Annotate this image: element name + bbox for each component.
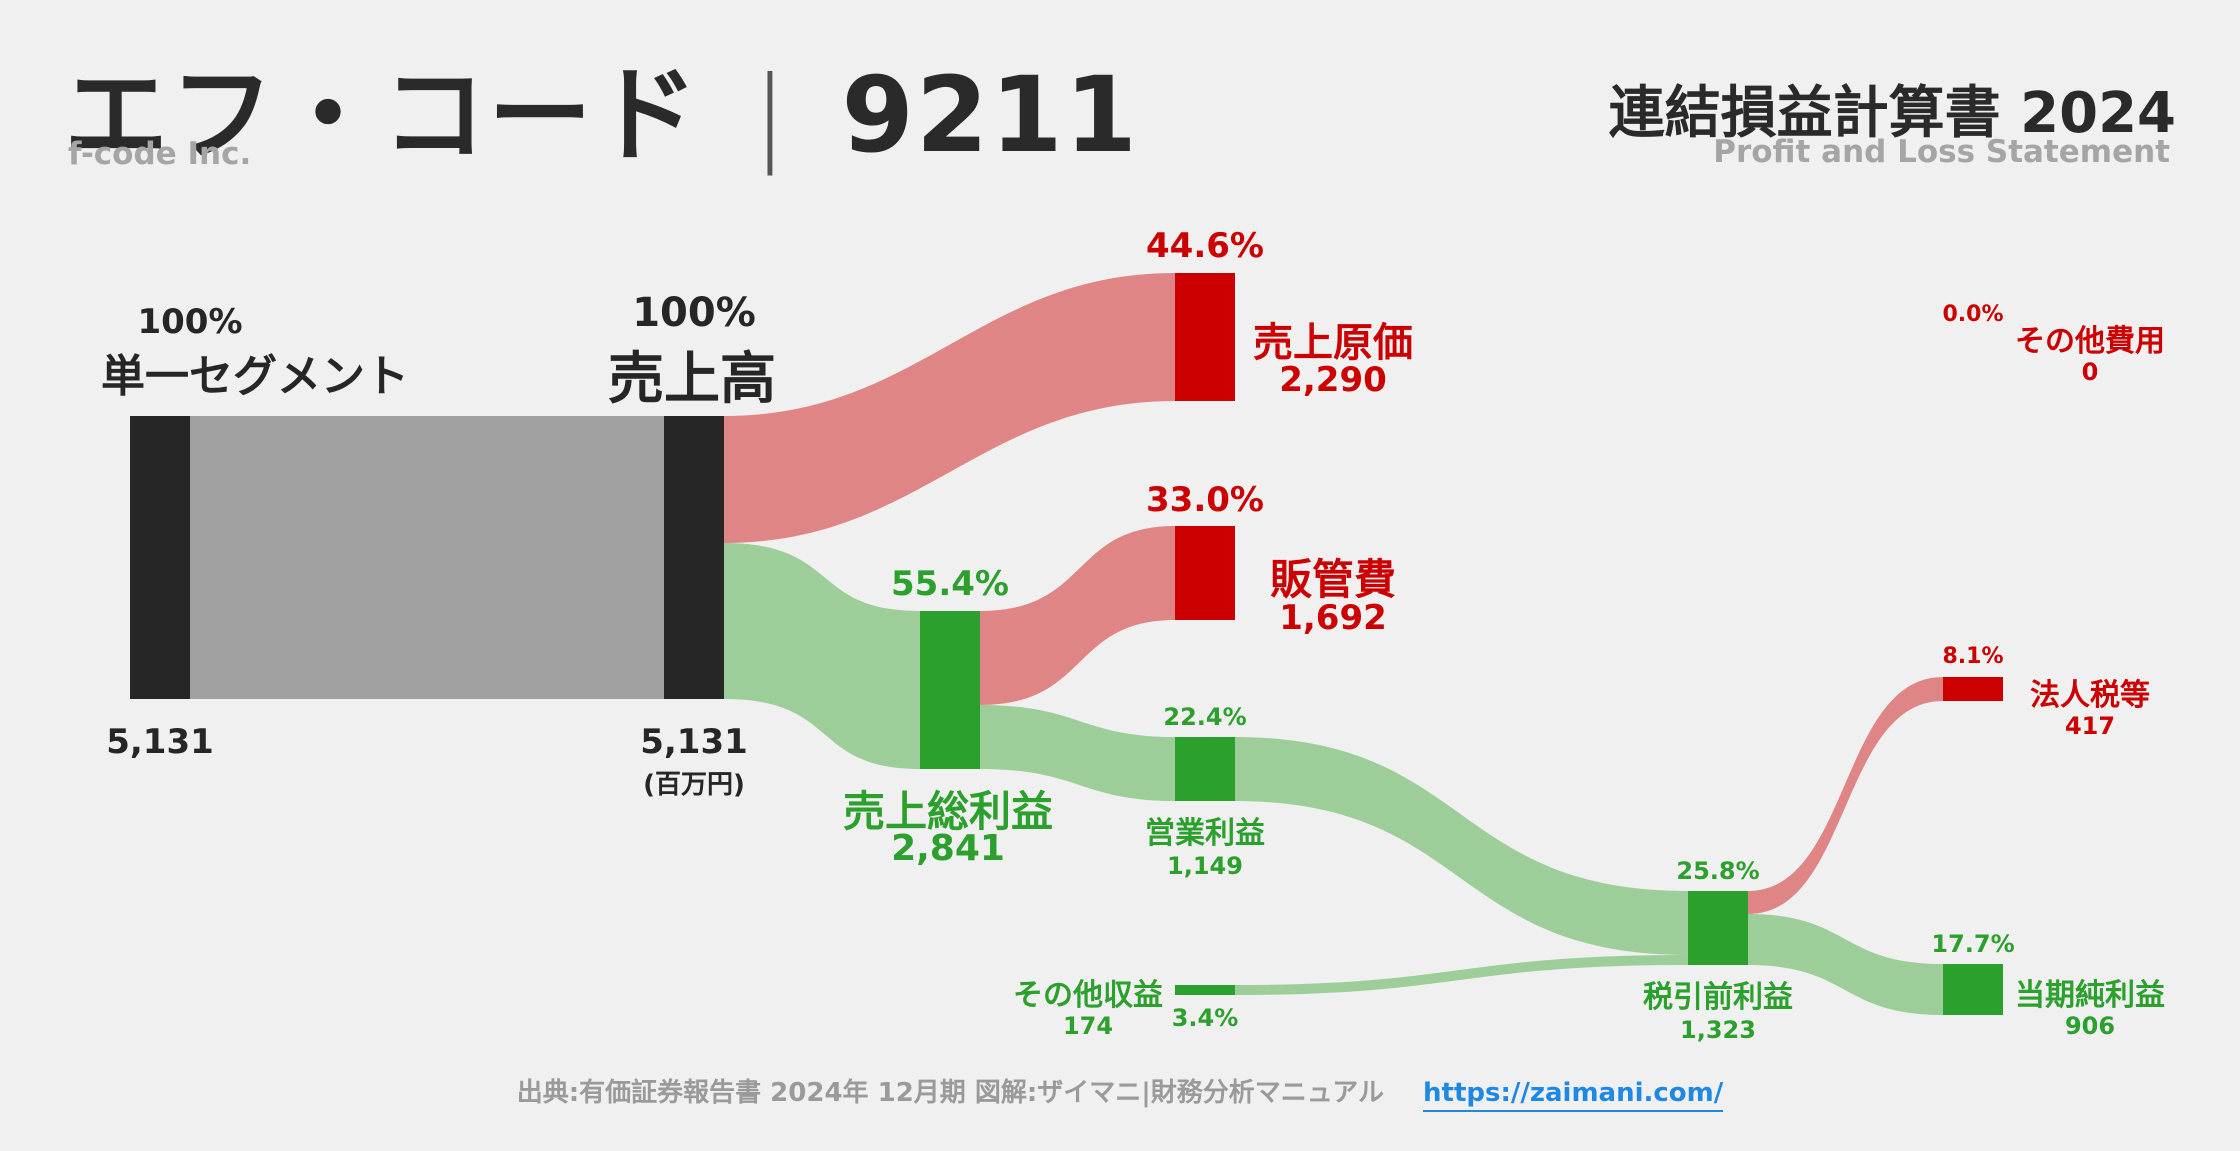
footer: 出典:有価証券報告書 2024年 12月期 図解:ザイマニ|財務分析マニュアル … xyxy=(0,1072,2240,1112)
footer-source: 出典:有価証券報告書 2024年 12月期 図解:ザイマニ|財務分析マニュアル xyxy=(516,1078,1384,1108)
flow-revenue-to-gross-profit xyxy=(724,543,920,769)
node-gross-profit xyxy=(920,611,980,769)
net-income-value: 906 xyxy=(2064,1012,2116,1040)
flow-gross-profit-to-operating-profit xyxy=(980,705,1175,801)
company-title: エフ・コード | 9211 xyxy=(64,30,1139,181)
revenue-label: 売上高 xyxy=(608,347,776,412)
segment-pct: 100% xyxy=(137,302,243,342)
other-income-value: 174 xyxy=(1062,1012,1114,1040)
gross-profit-value: 2,841 xyxy=(891,828,1005,869)
statement-title: 連結損益計算書 2024 xyxy=(1608,81,2176,146)
income-tax-label: 法人税等 xyxy=(2030,678,2150,713)
other-income-pct: 3.4% xyxy=(1171,1004,1239,1032)
flow-pretax-to-income-tax xyxy=(1748,677,1943,914)
ticker-code: 9211 xyxy=(841,54,1139,176)
company-name-en: f-code Inc. xyxy=(68,136,252,172)
node-net-income xyxy=(1943,964,2003,1015)
footer-url-link[interactable]: https://zaimani.com/ xyxy=(1423,1078,1724,1112)
sga-pct: 33.0% xyxy=(1146,480,1264,520)
node-sga xyxy=(1175,526,1235,620)
other-expense-label: その他費用 xyxy=(2015,324,2165,359)
other-expense-value: 0 xyxy=(2081,358,2099,386)
sga-value: 1,692 xyxy=(1279,598,1387,638)
flow-pretax-to-net-income xyxy=(1748,914,1943,1015)
pretax-profit-label: 税引前利益 xyxy=(1643,980,1793,1015)
statement-title-en: Profit and Loss Statement xyxy=(1713,134,2170,170)
net-income-label: 当期純利益 xyxy=(2015,978,2165,1013)
other-expense-pct: 0.0% xyxy=(1942,302,2004,327)
flow-revenue-to-cogs xyxy=(724,273,1175,543)
operating-profit-value: 1,149 xyxy=(1167,852,1243,880)
income-tax-pct: 8.1% xyxy=(1942,644,2004,669)
node-segment xyxy=(130,416,190,699)
cogs-value: 2,290 xyxy=(1279,360,1387,400)
pretax-profit-value: 1,323 xyxy=(1680,1016,1756,1044)
operating-profit-label: 営業利益 xyxy=(1145,816,1265,851)
node-operating-profit xyxy=(1175,737,1235,801)
cogs-pct: 44.6% xyxy=(1146,226,1264,266)
revenue-value: 5,131 xyxy=(640,722,748,762)
node-pretax-profit xyxy=(1688,891,1748,965)
segment-label: 単一セグメント xyxy=(101,351,409,402)
company-name: エフ・コード xyxy=(64,54,701,176)
flow-operating-profit-to-pretax xyxy=(1235,737,1688,955)
title-separator: | xyxy=(752,54,790,176)
other-income-label: その他収益 xyxy=(1013,978,1163,1013)
node-cogs xyxy=(1175,273,1235,401)
sga-label: 販管費 xyxy=(1269,555,1397,604)
segment-value: 5,131 xyxy=(106,722,214,762)
node-income-tax xyxy=(1943,677,2003,701)
revenue-pct: 100% xyxy=(632,290,756,336)
gross-profit-label: 売上総利益 xyxy=(842,787,1054,836)
revenue-unit: (百万円) xyxy=(643,770,745,800)
gross-profit-pct: 55.4% xyxy=(891,564,1009,604)
cogs-label: 売上原価 xyxy=(1253,320,1413,366)
net-income-pct: 17.7% xyxy=(1931,930,2015,958)
node-other-income xyxy=(1175,985,1235,995)
node-revenue xyxy=(664,416,724,699)
pretax-profit-pct: 25.8% xyxy=(1676,857,1760,885)
flow-gross-profit-to-sga xyxy=(980,526,1175,705)
operating-profit-pct: 22.4% xyxy=(1163,703,1247,731)
flow-segment-to-revenue xyxy=(190,416,664,699)
flow-other-income-to-pretax xyxy=(1235,955,1688,995)
income-tax-value: 417 xyxy=(2064,712,2116,740)
